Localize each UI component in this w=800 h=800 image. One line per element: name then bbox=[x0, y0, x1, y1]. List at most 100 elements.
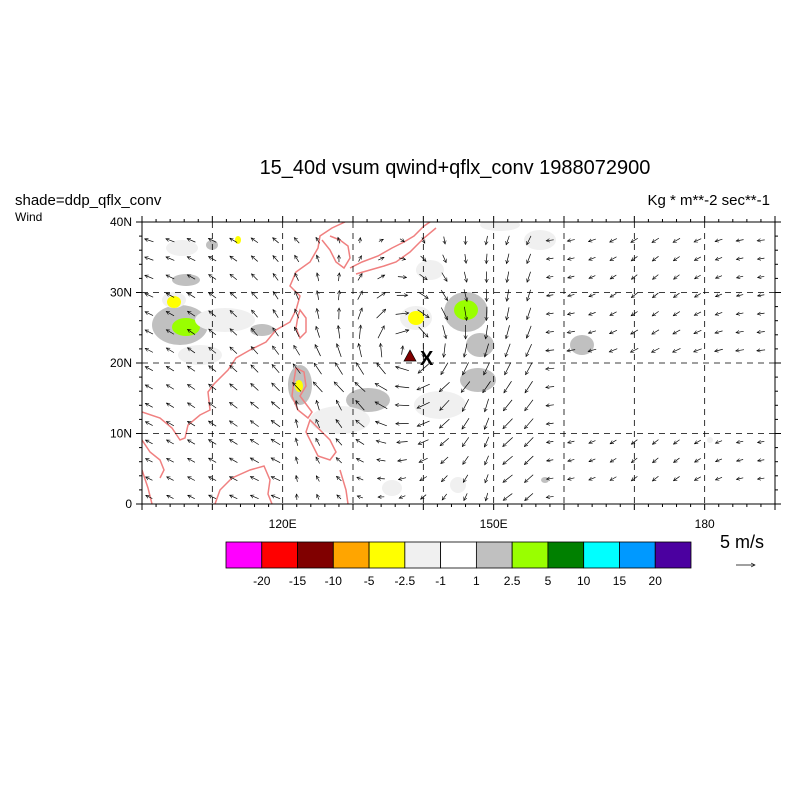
wind-vector bbox=[463, 289, 467, 301]
wind-vector bbox=[313, 382, 323, 393]
colorbar-swatch bbox=[654, 541, 692, 569]
wind-vector bbox=[338, 237, 340, 244]
wind-vector bbox=[395, 330, 409, 335]
wind-vector bbox=[295, 309, 300, 319]
wind-vector bbox=[293, 364, 301, 374]
wind-vector bbox=[338, 273, 339, 282]
wind-vector bbox=[314, 363, 322, 375]
wind-vector bbox=[546, 423, 554, 424]
wind-vector bbox=[485, 455, 489, 465]
wind-vector bbox=[589, 294, 596, 297]
wind-vector bbox=[166, 311, 175, 317]
wind-vector bbox=[547, 478, 554, 479]
wind-vector bbox=[271, 402, 281, 410]
wind-vector bbox=[398, 258, 406, 260]
wind-vector bbox=[757, 240, 765, 241]
wind-vector bbox=[251, 347, 259, 355]
wind-vector bbox=[272, 364, 280, 374]
wind-vector bbox=[293, 383, 302, 392]
wind-vector bbox=[588, 239, 596, 241]
wind-vector bbox=[525, 399, 534, 411]
wind-vector bbox=[397, 442, 408, 443]
wind-vector bbox=[337, 344, 342, 357]
wind-vector bbox=[737, 276, 744, 278]
wind-vector bbox=[485, 343, 489, 357]
wind-vector bbox=[589, 276, 596, 279]
wind-vector bbox=[356, 439, 365, 445]
wind-vector bbox=[296, 438, 298, 446]
wind-vector bbox=[736, 295, 744, 297]
coastline-borneo bbox=[214, 465, 273, 504]
colorbar-labels: -20 -15 -10 -5 -2.5 -1 1 2.5 5 10 15 20 bbox=[253, 574, 662, 588]
wind-vector bbox=[441, 362, 449, 375]
wind-vector bbox=[715, 239, 723, 241]
colorbar-label: -5 bbox=[364, 574, 375, 588]
wind-vector bbox=[673, 237, 681, 242]
wind-vector bbox=[188, 476, 196, 481]
map-title: 15_40d vsum qwind+qflx_conv 1988072900 bbox=[259, 157, 651, 179]
wind-vector bbox=[375, 421, 387, 427]
wind-vector bbox=[440, 399, 450, 410]
wind-vector bbox=[209, 347, 217, 354]
colorbar-swatch bbox=[511, 541, 549, 569]
wind-vector bbox=[145, 439, 153, 445]
wind-vector bbox=[610, 274, 617, 279]
wind-vector bbox=[395, 386, 410, 388]
wind-vector bbox=[463, 271, 466, 282]
wind-vector bbox=[525, 474, 534, 483]
wind-vector bbox=[229, 421, 238, 427]
colorbar-swatch bbox=[261, 541, 298, 569]
wind-vector bbox=[758, 460, 765, 461]
colorbar-label: -20 bbox=[253, 574, 271, 588]
coastline-luzon bbox=[291, 366, 313, 420]
wind-vector bbox=[441, 272, 447, 282]
wind-vector bbox=[316, 419, 320, 429]
wind-vector bbox=[188, 457, 196, 463]
wind-vector bbox=[230, 238, 238, 243]
wind-vector bbox=[420, 255, 426, 261]
wind-vector bbox=[230, 365, 238, 373]
wind-vector bbox=[315, 438, 321, 446]
wind-vector bbox=[442, 254, 446, 263]
wind-vector bbox=[145, 239, 154, 243]
wind-vector bbox=[462, 362, 469, 374]
wind-vector bbox=[166, 292, 175, 298]
wind-vector bbox=[610, 311, 617, 316]
wind-vector bbox=[465, 253, 466, 263]
wind-vector bbox=[464, 306, 466, 321]
coastline-japan bbox=[349, 222, 431, 269]
wind-vector bbox=[486, 492, 488, 501]
wind-vector bbox=[295, 273, 299, 281]
wind-vector bbox=[166, 385, 175, 390]
wind-vector bbox=[507, 271, 509, 283]
wind-vector bbox=[694, 256, 702, 261]
wind-vector bbox=[375, 401, 388, 409]
wind-vector bbox=[251, 383, 259, 391]
wind-vector bbox=[209, 275, 217, 280]
colorbar-label: 10 bbox=[577, 574, 591, 588]
wind-vector bbox=[439, 418, 450, 428]
wind-vector bbox=[505, 343, 511, 357]
wind-vector bbox=[758, 276, 765, 277]
wind-vector bbox=[396, 367, 409, 371]
wind-vector bbox=[631, 311, 638, 315]
wind-vector bbox=[336, 476, 342, 482]
wind-vector bbox=[546, 313, 554, 314]
lat-tick-label: 40N bbox=[110, 215, 132, 229]
wind-vector bbox=[273, 310, 279, 318]
wind-vector bbox=[272, 383, 280, 392]
wind-vector bbox=[422, 237, 426, 243]
wind-vector bbox=[674, 292, 680, 297]
wind-vector bbox=[359, 344, 362, 358]
wind-vector bbox=[145, 329, 154, 335]
wind-vector bbox=[271, 420, 281, 428]
wind-vector bbox=[631, 457, 638, 463]
wind-vector bbox=[589, 257, 596, 260]
wind-vector bbox=[395, 313, 409, 314]
colorbar-swatch bbox=[440, 541, 477, 569]
axis-ticks bbox=[136, 216, 781, 510]
wind-vector bbox=[736, 478, 744, 480]
wind-vector bbox=[315, 476, 320, 482]
colorbar-label: -10 bbox=[325, 574, 343, 588]
wind-vector bbox=[166, 348, 175, 353]
